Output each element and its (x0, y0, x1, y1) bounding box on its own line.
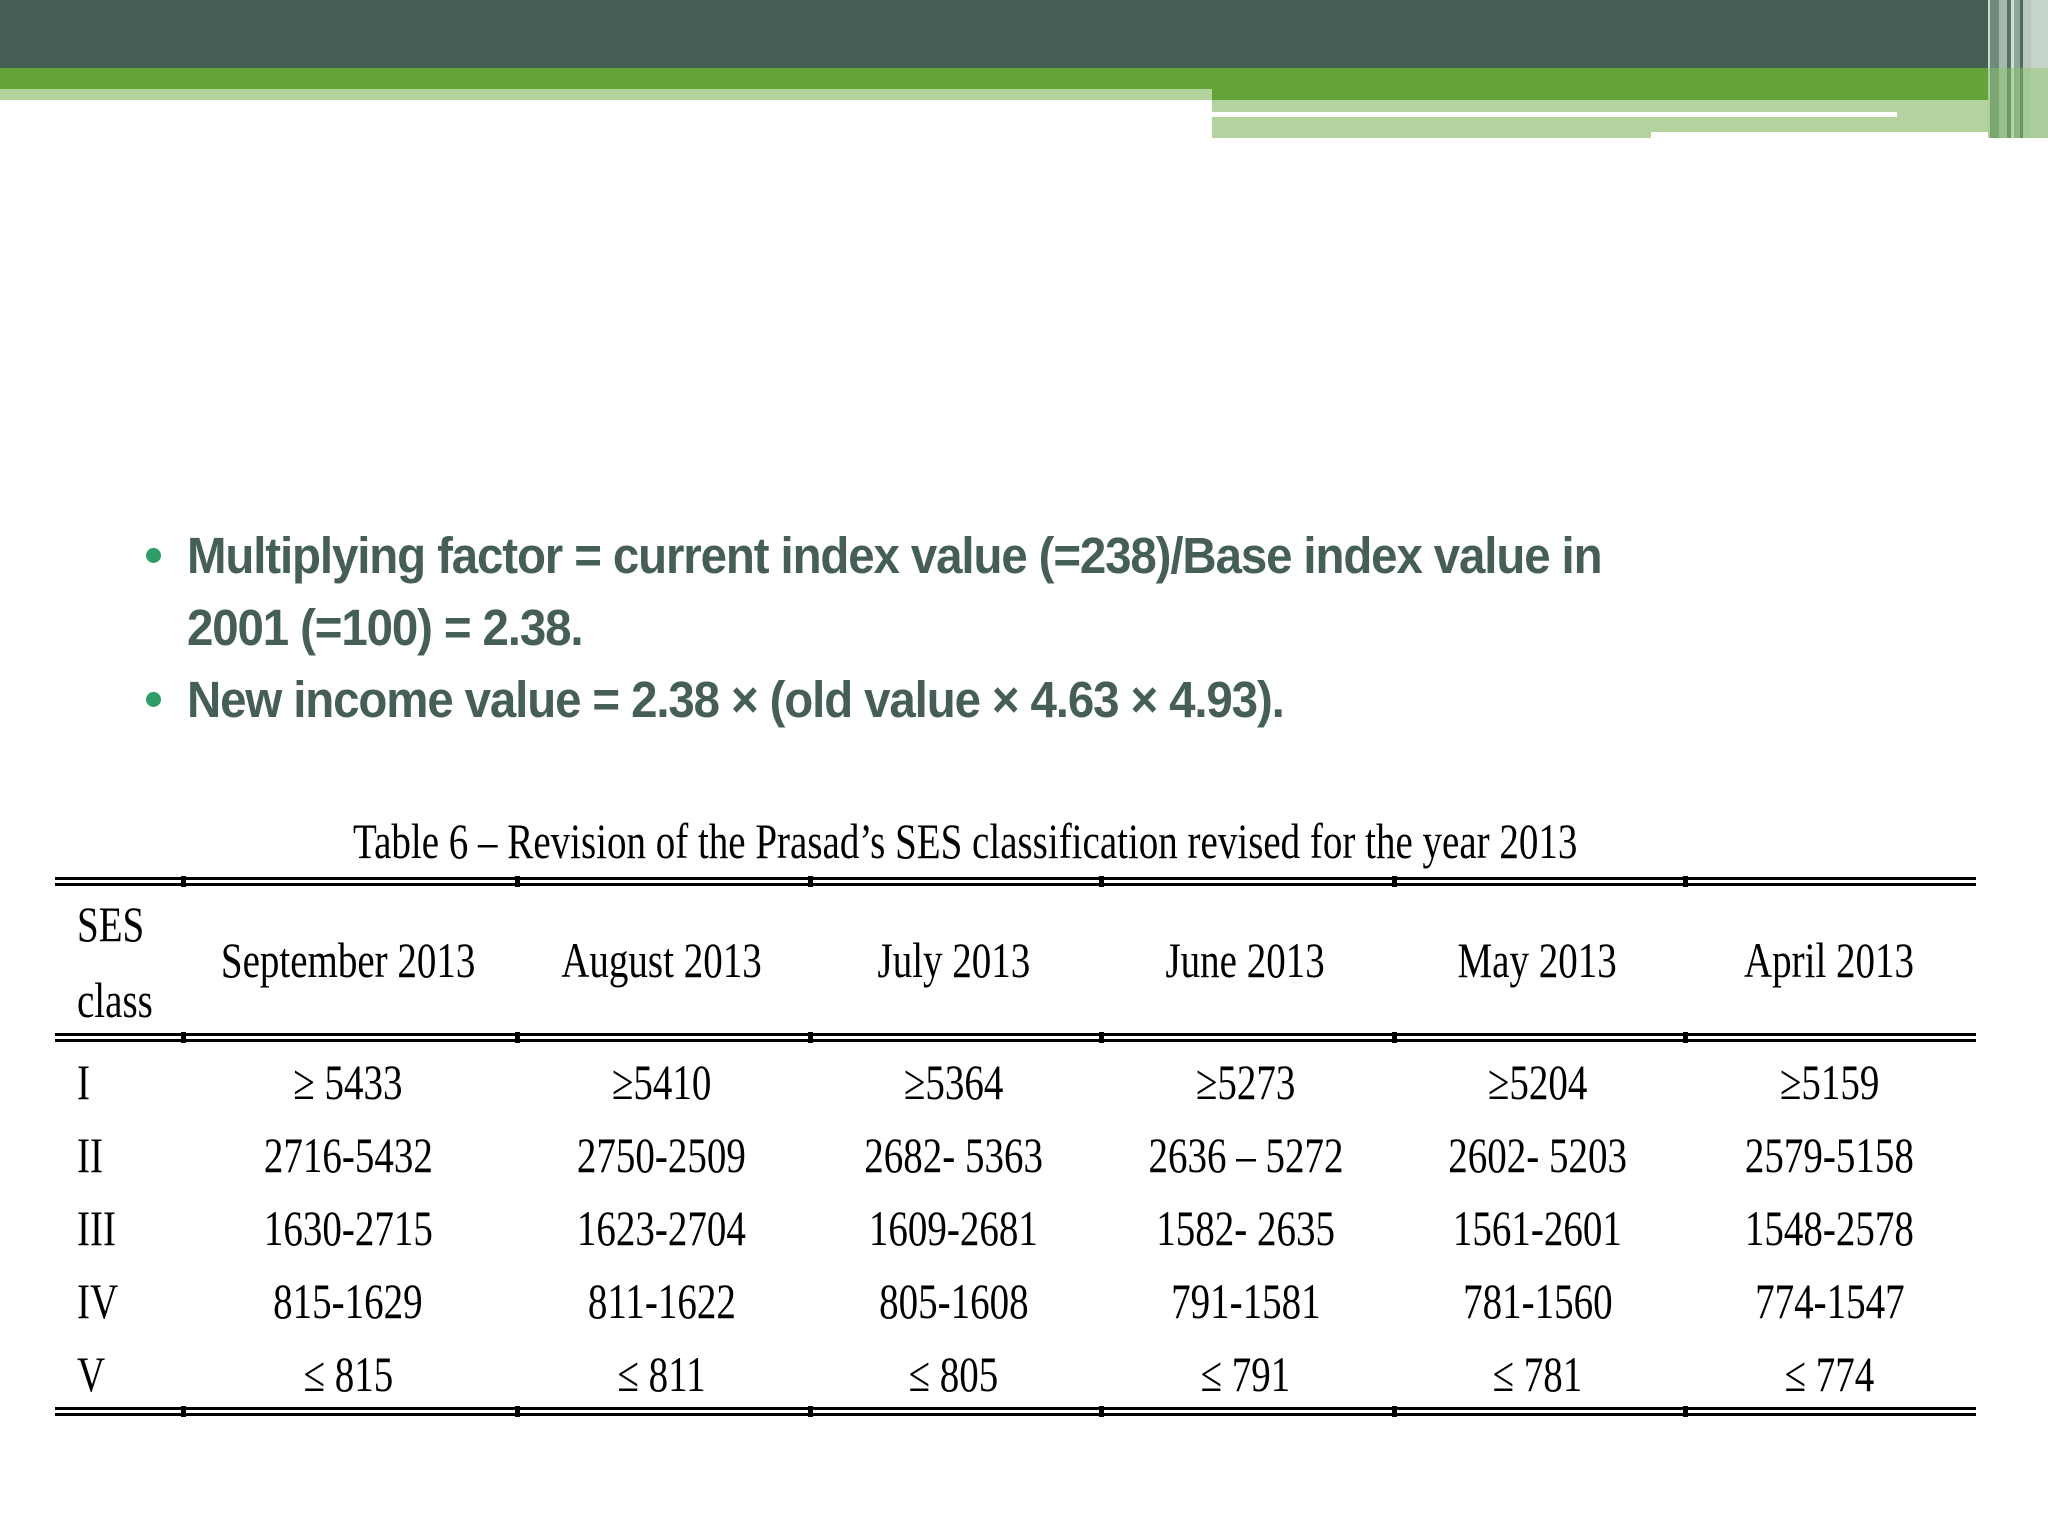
table-cell: 2602- 5203 (1448, 1127, 1627, 1183)
row-class-label: II (77, 1127, 103, 1183)
table-cell: 1582- 2635 (1156, 1200, 1335, 1256)
table-cell: 1630-2715 (263, 1200, 433, 1256)
table-cell: 1561-2601 (1453, 1200, 1622, 1256)
table-cell: ≤ 774 (1784, 1346, 1875, 1402)
header-light-strip-right-4 (1212, 132, 1651, 138)
table-cell: 2636 – 5272 (1148, 1127, 1343, 1183)
column-header-june: June 2013 (1165, 932, 1326, 988)
header-stripes-green-overlay (1988, 68, 2048, 138)
header-light-strip-right-1 (1212, 100, 1988, 112)
table-cell: 1609-2681 (869, 1200, 1038, 1256)
table-cell: 2682- 5363 (864, 1127, 1043, 1183)
header-light-strip-left (0, 89, 1212, 100)
table-cell: 1623-2704 (577, 1200, 746, 1256)
table-cell: 815-1629 (273, 1273, 423, 1329)
table-cell: ≥5159 (1779, 1054, 1880, 1110)
row-class-label: I (77, 1054, 90, 1110)
table-cell: ≥5273 (1195, 1054, 1296, 1110)
column-header-july: July 2013 (877, 932, 1030, 988)
bullet-dot-icon (146, 692, 161, 707)
table-cell: 2716-5432 (263, 1127, 433, 1183)
table-top-rule (55, 876, 1976, 887)
table-cell: 805-1608 (878, 1273, 1029, 1329)
row-class-label: V (77, 1346, 106, 1402)
table-cell: ≥5410 (611, 1054, 712, 1110)
table-header-rule (55, 1032, 1976, 1043)
column-header-september: September 2013 (220, 932, 476, 988)
header-ses-label: SES (77, 896, 145, 952)
row-class-label: III (77, 1200, 116, 1256)
table-cell: ≤ 811 (617, 1346, 706, 1402)
bullet-text: Multiplying factor = current index value… (187, 527, 1603, 584)
table-cell: ≥ 5433 (293, 1054, 403, 1110)
table-cell: 1548-2578 (1745, 1200, 1914, 1256)
table-cell: ≥5364 (903, 1054, 1004, 1110)
table-cell: 781-1560 (1462, 1273, 1613, 1329)
bullet-text: New income value = 2.38 × (old value × 4… (187, 671, 1285, 728)
table-bottom-rule (55, 1406, 1976, 1417)
column-header-april: April 2013 (1744, 932, 1915, 988)
table-cell: 2750-2509 (577, 1127, 746, 1183)
table-cell: 791-1581 (1170, 1273, 1321, 1329)
header-light-strip-right-2 (1897, 112, 1988, 117)
table-cell: 2579-5158 (1745, 1127, 1914, 1183)
bullet-dot-icon (146, 548, 161, 563)
column-header-may: May 2013 (1457, 932, 1618, 988)
ses-table: SES class September 2013 August 2013 Jul… (55, 876, 1976, 1417)
header-vertical-stripes (1988, 0, 2048, 138)
header-white-line (1212, 112, 1897, 117)
header-class-label: class (77, 972, 153, 1028)
header-light-strip-right-3 (1212, 117, 1988, 132)
table-cell: ≤ 781 (1492, 1346, 1583, 1402)
table-cell: ≤ 815 (303, 1346, 393, 1402)
bullet-list: Multiplying factor = current index value… (140, 520, 1960, 736)
table-cell: 774-1547 (1754, 1273, 1905, 1329)
table-cell: 811-1622 (587, 1273, 736, 1329)
bullet-item-multiplying-factor: Multiplying factor = current index value… (140, 520, 1960, 664)
table-cell: ≤ 805 (908, 1346, 999, 1402)
table-cell: ≥5204 (1487, 1054, 1588, 1110)
column-header-august: August 2013 (561, 932, 762, 988)
bullet-item-new-income: New income value = 2.38 × (old value × 4… (140, 664, 1960, 736)
row-class-label: IV (77, 1273, 119, 1329)
table-cell: ≤ 791 (1200, 1346, 1291, 1402)
table-title: Table 6 – Revision of the Prasad’s SES c… (353, 813, 1578, 869)
bullet-text-continuation: 2001 (=100) = 2.38. (187, 599, 584, 656)
header-dark-band (0, 0, 2048, 68)
